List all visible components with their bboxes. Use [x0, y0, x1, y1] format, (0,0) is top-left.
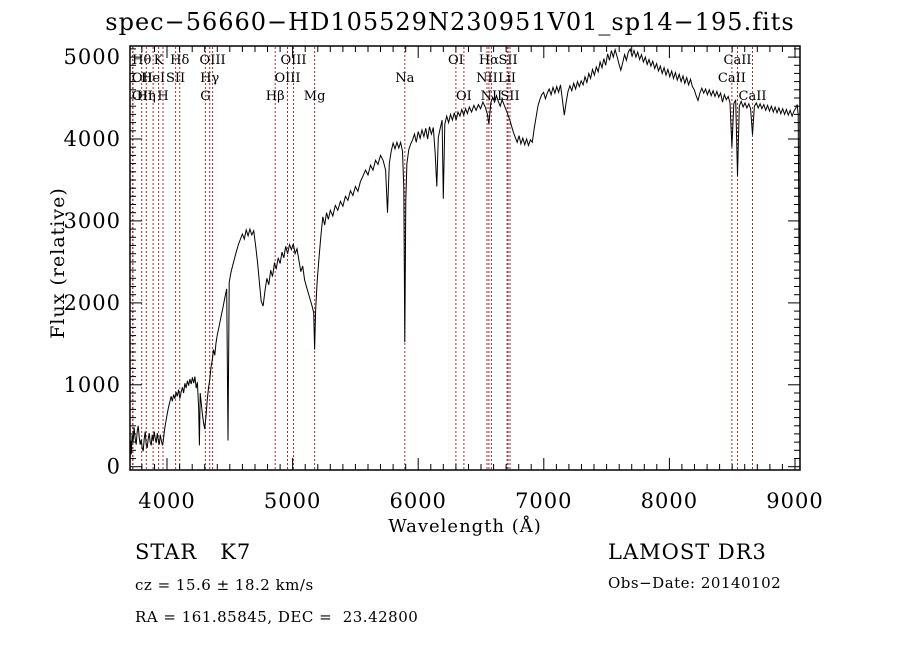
survey-label: LAMOST DR3	[608, 540, 767, 564]
object-class-label: STAR K7	[135, 540, 252, 564]
spectral-line-label: CaII	[739, 89, 767, 104]
spectral-line-label: OII	[132, 89, 153, 104]
spectral-line-label: Hγ	[200, 71, 219, 86]
cz-value: cz = 15.6 ± 18.2 km/s	[135, 576, 314, 594]
spectral-line-label: Hβ	[266, 89, 285, 104]
spectral-line-label: HeI	[141, 71, 165, 86]
chart-title: spec−56660−HD105529N230951V01_sp14−195.f…	[105, 8, 795, 36]
spectral-line-label: OII	[132, 71, 153, 86]
x-axis-label: Wavelength (Å)	[388, 516, 542, 537]
spectral-line-label: OI	[448, 53, 464, 68]
spectral-line-label: CaII	[718, 71, 746, 86]
spectral-line-label: LiI	[498, 71, 516, 86]
spectral-line-label: SII	[500, 89, 519, 104]
spectral-line-label: OIII	[274, 71, 300, 86]
tick-labels: 4000 5000 6000 7000 8000 9000 0 1000 2000 3000 400…	[64, 45, 823, 513]
spectral-line-label: SII	[499, 53, 518, 68]
x-tick-label: 8000	[641, 489, 698, 513]
spectral-line-label: Hα	[479, 53, 499, 68]
y-tick-label: 4000	[64, 127, 121, 151]
spectral-line-markers	[132, 47, 753, 469]
y-tick-label: 5000	[64, 45, 121, 69]
x-tick-label: 5000	[264, 489, 321, 513]
spectral-line-label: NII	[481, 89, 503, 104]
spectral-line-label: SII	[166, 71, 185, 86]
spectral-line-label: OIII	[200, 53, 226, 68]
spectral-line-label: Hη	[137, 89, 156, 104]
spectral-line-label: NII	[476, 71, 498, 86]
spectral-line-label: Hδ	[170, 53, 189, 68]
plot-frame	[129, 45, 801, 471]
obs-date: Obs−Date: 20140102	[608, 574, 782, 592]
spectral-line-label: CaII	[724, 53, 752, 68]
spectral-line-label: Mg	[304, 89, 326, 104]
spectral-line-label: H	[157, 89, 168, 104]
spectrum-curve-group	[129, 47, 800, 465]
y-tick-label: 1000	[64, 373, 121, 397]
spectral-line-label: OIII	[280, 53, 306, 68]
y-tick-label: 0	[107, 455, 121, 479]
y-tick-label: 3000	[64, 209, 121, 233]
spectral-line-label: G	[200, 89, 210, 104]
spectral-line-label: OI	[456, 89, 472, 104]
spectral-line-label: K	[154, 53, 164, 68]
axes	[129, 45, 801, 471]
spectral-line-label: Na	[395, 71, 414, 86]
y-axis-label: Flux (relative)	[47, 187, 69, 339]
x-tick-label: 6000	[389, 489, 446, 513]
y-tick-label: 2000	[64, 291, 121, 315]
x-tick-label: 4000	[138, 489, 195, 513]
spectrum-curve	[129, 47, 800, 465]
x-tick-label: 9000	[766, 489, 823, 513]
ra-dec-coords: RA = 161.85845, DEC = 23.42800	[135, 608, 419, 626]
x-tick-label: 7000	[515, 489, 572, 513]
